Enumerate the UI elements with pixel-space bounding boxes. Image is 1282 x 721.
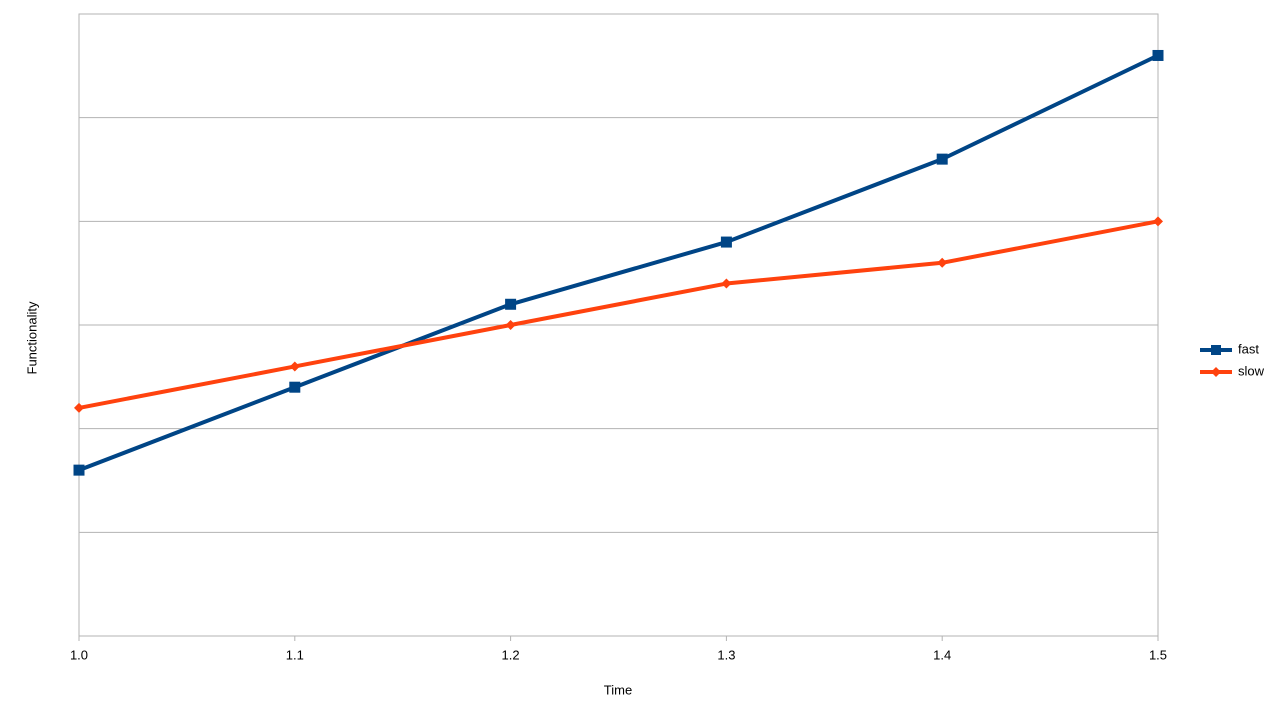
legend-marker (1211, 345, 1221, 355)
marker (289, 381, 301, 393)
x-tick-label: 1.3 (717, 647, 735, 662)
x-tick-label: 1.0 (70, 647, 88, 662)
y-axis-label: Functionality (24, 301, 39, 374)
x-tick-label: 1.1 (286, 647, 304, 662)
marker (937, 257, 948, 268)
marker (936, 153, 948, 165)
x-tick-label: 1.4 (933, 647, 951, 662)
marker (1152, 49, 1164, 61)
x-tick-label: 1.2 (502, 647, 520, 662)
legend-label: fast (1238, 341, 1259, 356)
series-line (78, 53, 1159, 472)
x-tick-label: 1.5 (1149, 647, 1167, 662)
marker (720, 236, 732, 248)
x-axis-label: Time (604, 682, 632, 697)
marker (505, 320, 516, 330)
marker (721, 278, 732, 289)
marker (74, 402, 84, 413)
legend-label: slow (1238, 363, 1265, 378)
series-line (78, 219, 1159, 410)
legend-marker (1211, 367, 1221, 377)
marker (289, 361, 300, 372)
marker (73, 464, 85, 476)
marker (1153, 216, 1163, 227)
marker (505, 298, 517, 310)
